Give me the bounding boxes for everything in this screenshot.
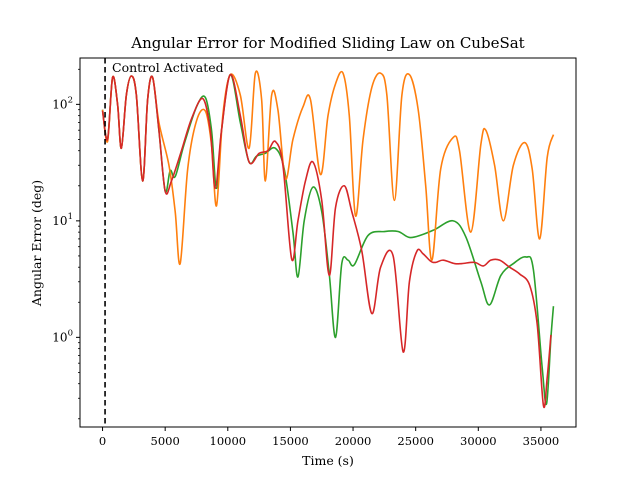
x-tick-label: 20000 (335, 434, 372, 448)
x-tick-label: 0 (99, 434, 106, 448)
x-tick-label: 35000 (523, 434, 560, 448)
y-tick-label: 100 (52, 328, 73, 344)
y-tick-label: 101 (52, 212, 73, 228)
series-line-1 (101, 73, 555, 406)
x-tick-label: 30000 (460, 434, 497, 448)
control-activated-label: Control Activated (112, 60, 224, 75)
series-line-2 (101, 70, 555, 265)
series-line-3 (101, 73, 552, 409)
x-axis-label: Time (s) (302, 453, 354, 468)
x-tick-label: 5000 (151, 434, 180, 448)
chart-title: Angular Error for Modified Sliding Law o… (130, 34, 524, 52)
x-tick-label: 10000 (210, 434, 247, 448)
x-tick-label: 25000 (397, 434, 434, 448)
y-tick-label: 102 (52, 95, 73, 111)
x-tick-label: 15000 (272, 434, 309, 448)
y-axis-label: Angular Error (deg) (29, 180, 44, 307)
plot-frame (79, 57, 577, 428)
plot-area: Control Activated 0 5000 10000 15000 20000 250… (52, 57, 577, 448)
